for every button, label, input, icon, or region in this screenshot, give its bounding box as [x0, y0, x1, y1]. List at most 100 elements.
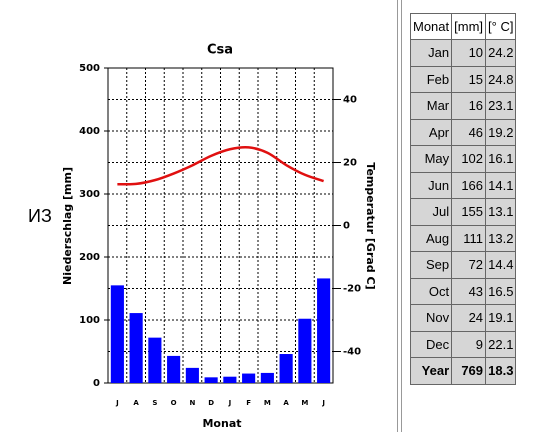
table-cell: Jul	[409, 198, 453, 226]
table-cell: 15	[451, 65, 487, 93]
x-tick-label: J	[321, 399, 325, 407]
table-cell: Nov	[409, 304, 453, 332]
y-tick-label: 100	[79, 315, 100, 326]
table-cell: 22.1	[485, 330, 517, 358]
table-cell: 19.2	[485, 118, 517, 146]
y-tick-label: 400	[79, 126, 100, 137]
table-cell: May	[409, 145, 453, 173]
table-cell: 13.2	[485, 224, 517, 252]
table-cell: Oct	[409, 277, 453, 305]
table-row: Feb 15 24.8	[409, 65, 517, 93]
table-cell: 155	[451, 198, 487, 226]
y2-tick-label: 40	[343, 95, 357, 106]
bar	[279, 354, 293, 383]
table-cell: Jan	[409, 39, 453, 67]
climate-table: Monat [mm] [° C] Jan 10 24.2 Feb 15 24.8 Mar 16 23…	[409, 13, 517, 385]
side-text: ИЗ	[28, 206, 52, 226]
plot-frame	[107, 67, 334, 384]
y2-tick-label: -40	[343, 347, 361, 358]
y2-tick-label: -20	[343, 284, 361, 295]
table-cell: Dec	[409, 330, 453, 358]
header-cell: [mm]	[451, 13, 487, 40]
x-tick-label: A	[283, 399, 289, 407]
chart-title: Csa	[207, 43, 233, 58]
table-row: Jul 155 13.1	[409, 198, 517, 226]
header-cell: [° C]	[485, 13, 517, 40]
bar	[223, 376, 237, 383]
table-cell: 16.1	[485, 145, 517, 173]
x-tick-label: N	[189, 399, 195, 407]
x-tick-label: M	[301, 399, 308, 407]
x-tick-label: F	[246, 399, 251, 407]
table-row: Mar 16 23.1	[409, 92, 517, 120]
table-row: Jan 10 24.2	[409, 39, 517, 67]
table-row: Aug 111 13.2	[409, 224, 517, 252]
x-axis-label: Monat	[202, 417, 241, 430]
bar	[242, 373, 256, 383]
header-cell: Monat	[409, 13, 453, 40]
table-cell: Mar	[409, 92, 453, 120]
total-row: Year 769 18.3	[409, 357, 517, 385]
y-tick-label: 300	[79, 189, 100, 200]
table-cell: 23.1	[485, 92, 517, 120]
table-row: Apr 46 19.2	[409, 118, 517, 146]
table-cell: 24.8	[485, 65, 517, 93]
header-row: Monat [mm] [° C]	[409, 13, 517, 40]
x-tick-label: M	[264, 399, 271, 407]
bar	[148, 337, 162, 383]
table-cell: Aug	[409, 224, 453, 252]
x-tick-label: A	[133, 399, 139, 407]
table-cell: 13.1	[485, 198, 517, 226]
temperature-line	[117, 145, 325, 186]
table-cell: 10	[451, 39, 487, 67]
bar	[317, 278, 331, 383]
x-tick-label: S	[152, 399, 157, 407]
chart: Csa Monat Niederschlag [mm] Temperatur […	[61, 43, 377, 431]
table-cell: 24	[451, 304, 487, 332]
total-cell: 18.3	[485, 357, 517, 385]
separator	[397, 0, 398, 432]
x-tick-label: D	[208, 399, 214, 407]
y-tick-label: 500	[79, 63, 100, 74]
separator	[401, 0, 402, 432]
table-cell: 24.2	[485, 39, 517, 67]
total-cell: 769	[451, 357, 487, 385]
table-cell: 72	[451, 251, 487, 279]
table-cell: 19.1	[485, 304, 517, 332]
table-cell: 166	[451, 171, 487, 199]
table-cell: Apr	[409, 118, 453, 146]
table-row: May 102 16.1	[409, 145, 517, 173]
total-cell: Year	[409, 357, 453, 385]
table-row: Jun 166 14.1	[409, 171, 517, 199]
table-row: Nov 24 19.1	[409, 304, 517, 332]
table-cell: 16.5	[485, 277, 517, 305]
table-cell: 9	[451, 330, 487, 358]
table-cell: 14.4	[485, 251, 517, 279]
table-cell: 111	[451, 224, 487, 252]
y-axis-label: Niederschlag [mm]	[61, 167, 74, 285]
table-cell: Feb	[409, 65, 453, 93]
bar	[204, 377, 218, 383]
y2-tick-label: 20	[343, 158, 357, 169]
y2-tick-label: 0	[343, 221, 350, 232]
x-tick-label: J	[115, 399, 119, 407]
x-tick-label: J	[228, 399, 232, 407]
table-row: Oct 43 16.5	[409, 277, 517, 305]
bar	[298, 318, 312, 383]
table-cell: 43	[451, 277, 487, 305]
table-cell: Jun	[409, 171, 453, 199]
y2-axis-label: Temperatur [Grad C]	[364, 162, 377, 289]
y-tick-label: 0	[93, 378, 100, 389]
bar	[110, 285, 124, 383]
table-cell: 46	[451, 118, 487, 146]
table-cell: 14.1	[485, 171, 517, 199]
table-cell: 16	[451, 92, 487, 120]
y-tick-label: 200	[79, 252, 100, 263]
table-cell: 102	[451, 145, 487, 173]
table-cell: Sep	[409, 251, 453, 279]
bar	[129, 313, 143, 383]
table-row: Sep 72 14.4	[409, 251, 517, 279]
x-tick-label: O	[171, 399, 177, 407]
table-row: Dec 9 22.1	[409, 330, 517, 358]
